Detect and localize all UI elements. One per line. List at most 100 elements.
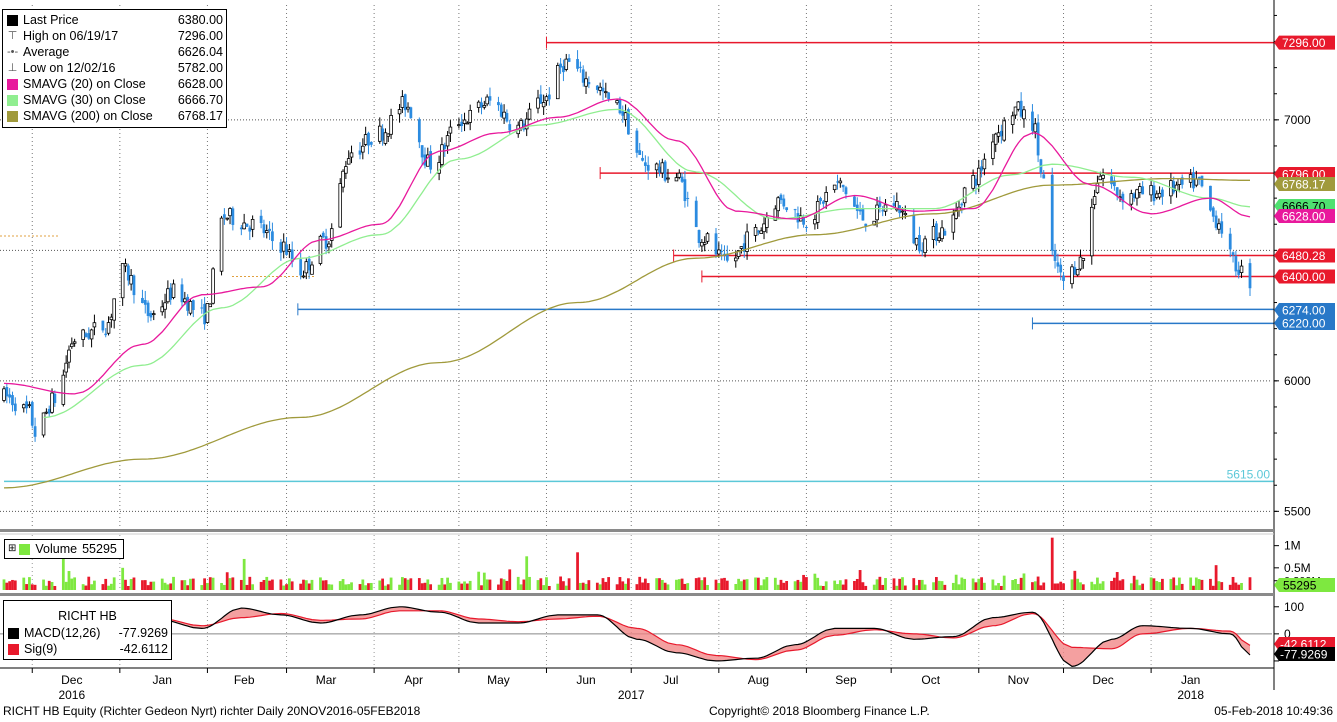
volume-bar xyxy=(1155,581,1159,590)
candle-body xyxy=(745,231,749,252)
candle-body xyxy=(627,109,630,135)
volume-bar xyxy=(1079,582,1082,590)
candle-body xyxy=(900,210,905,213)
candle-body xyxy=(208,303,213,308)
candle-body xyxy=(1138,186,1142,193)
candle-body xyxy=(259,215,263,224)
volume-bar xyxy=(50,581,54,590)
volume-bar xyxy=(121,567,125,590)
volume-bar xyxy=(70,578,74,590)
candle-body xyxy=(864,223,868,227)
volume-marker-label: 55295 xyxy=(1283,579,1317,593)
volume-bar xyxy=(231,577,235,590)
candle-body xyxy=(112,298,116,321)
price-marker-label: 6628.00 xyxy=(1282,210,1326,224)
candle-body xyxy=(1013,106,1018,116)
volume-bar xyxy=(754,577,757,590)
candle-body xyxy=(643,162,647,166)
volume-bar xyxy=(101,584,105,590)
volume-bar xyxy=(67,571,71,590)
volume-bar xyxy=(836,584,839,590)
candle-body xyxy=(824,192,828,202)
volume-bar xyxy=(782,582,786,590)
candle-body xyxy=(578,66,582,68)
volume-bar xyxy=(1211,585,1215,590)
expand-icon[interactable]: ⊞ xyxy=(8,543,17,554)
candle-body xyxy=(228,208,232,217)
candle-body xyxy=(723,253,726,255)
volume-bar xyxy=(251,584,255,590)
volume-bar xyxy=(302,579,305,590)
volume-bar xyxy=(1070,579,1074,590)
month-label: Dec xyxy=(1092,673,1113,687)
volume-bar xyxy=(1014,578,1017,590)
legend-label: SMAVG (30) on Close xyxy=(23,93,146,107)
x-axis: Dec Jan Feb Mar Apr May Jun Jul Aug Sep Oct Nov Dec J… xyxy=(0,667,1274,702)
price-marker xyxy=(1274,35,1335,50)
candle-body xyxy=(132,275,136,296)
volume-bar xyxy=(1110,580,1113,590)
month-label: Apr xyxy=(404,673,423,687)
month-label: May xyxy=(487,673,510,687)
candle-body xyxy=(1132,193,1136,199)
candle-body xyxy=(779,194,783,201)
volume-bar xyxy=(714,579,718,590)
volume-bar xyxy=(607,577,611,590)
candle-body xyxy=(776,197,780,212)
candle-body xyxy=(875,204,879,221)
candle-body xyxy=(476,101,481,108)
volume-bar xyxy=(875,579,879,590)
legend-value: 5782.00 xyxy=(177,61,223,75)
volume-bar xyxy=(279,579,283,590)
volume-bar xyxy=(1042,582,1046,590)
volume-bar xyxy=(211,577,215,590)
candle-body xyxy=(120,263,125,299)
candle-body xyxy=(1161,189,1164,197)
volume-bar xyxy=(516,576,520,590)
candle-body xyxy=(1141,186,1145,195)
volume-bar xyxy=(584,583,588,590)
candle-body xyxy=(663,161,667,181)
price-axis: 5500600070007296.006796.006768.176666.70… xyxy=(1273,0,1335,690)
volume-bar xyxy=(799,581,803,590)
candle-body xyxy=(1217,223,1221,230)
legend-value: 6768.17 xyxy=(177,109,223,123)
candle-body xyxy=(918,235,921,252)
low-marker-icon: ⊥ xyxy=(7,61,18,74)
volume-bar xyxy=(1036,576,1040,590)
candle-body xyxy=(180,284,184,303)
volume-bar xyxy=(1189,577,1193,590)
volume-bar xyxy=(1093,584,1096,590)
candle-body xyxy=(697,230,701,243)
volume-bar xyxy=(389,577,393,590)
candle-body xyxy=(171,283,176,298)
footer-copyright: Copyright© 2018 Bloomberg Finance L.P. xyxy=(709,704,930,718)
volume-bar xyxy=(299,583,303,590)
legend-low: ⊥ Low on 12/02/16 5782.00 xyxy=(3,60,226,76)
candle-body xyxy=(5,387,9,397)
candle-body xyxy=(225,217,229,220)
volume-bar xyxy=(545,577,548,590)
candle-body xyxy=(759,230,763,234)
macd-tick-label: 100 xyxy=(1284,600,1304,614)
volume-bar xyxy=(1016,583,1020,590)
volume-bar xyxy=(547,586,551,590)
volume-bar xyxy=(420,583,424,590)
legend-high: ⊤ High on 06/19/17 7296.00 xyxy=(3,28,226,44)
volume-bar xyxy=(1019,577,1023,590)
volume-bar xyxy=(734,584,738,590)
candle-body xyxy=(268,228,271,231)
candle-body xyxy=(999,130,1003,137)
volume-bar xyxy=(934,577,938,590)
candle-body xyxy=(27,404,32,407)
volume-bar xyxy=(655,578,659,590)
candle-body xyxy=(601,87,605,92)
candle-body xyxy=(813,219,817,225)
candle-body xyxy=(937,237,941,242)
sig-swatch xyxy=(8,643,19,655)
candle-body xyxy=(1129,193,1134,205)
candle-body xyxy=(855,204,859,211)
volume-bar xyxy=(785,581,789,590)
volume-bar xyxy=(259,581,263,590)
candle-body xyxy=(1220,221,1224,234)
